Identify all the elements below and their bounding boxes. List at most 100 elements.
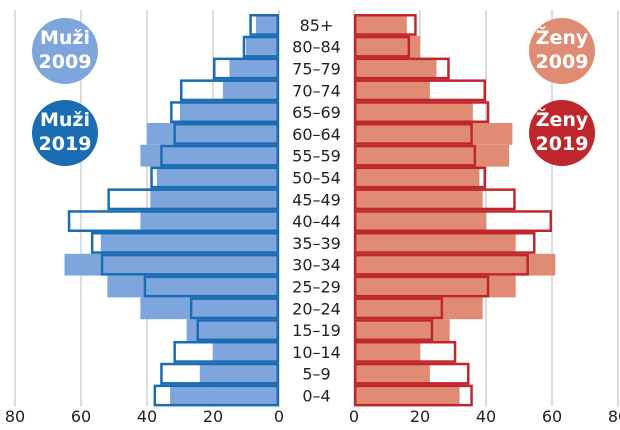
- bar--eny-2009-70-74: [354, 79, 430, 102]
- bar--eny-2009-5-9: [354, 362, 430, 385]
- bar--eny-2009-45-49: [354, 188, 483, 211]
- legend-badge-female-2019-label: Ženy: [536, 108, 589, 131]
- bar--eny-2009-10-14: [354, 341, 420, 363]
- legend-badge-female-2019-year: 2019: [536, 133, 589, 155]
- bar--eny-2019-30-34: [354, 253, 529, 276]
- bar-mu-i-2019-20-24: [189, 297, 279, 320]
- x-tick-label: 20: [203, 407, 223, 426]
- bar-mu-i-2019-65-69: [170, 101, 280, 123]
- bar--eny-2019-60-64: [354, 123, 473, 145]
- bar-mu-i-2009-25-29: [107, 275, 280, 298]
- bar--eny-2009-0-4: [354, 384, 460, 407]
- legend-badge-female-2009: Ženy 2009: [529, 18, 595, 84]
- legend-badge-male-2009-label: Muži: [40, 27, 90, 49]
- legend-badge-female-2009-label: Ženy: [536, 26, 589, 49]
- legend-badge-female-2019-circle: [529, 100, 595, 166]
- legend-badge-female-2009-year: 2009: [536, 51, 589, 73]
- age-label: 80–84: [292, 38, 341, 57]
- bar-mu-i-2009-35-39: [100, 232, 279, 254]
- bar-mu-i-2009-60-64: [147, 123, 279, 145]
- legend-badge-female-2019: Ženy 2019: [529, 100, 595, 166]
- x-tick-label: 60: [71, 407, 91, 426]
- bar--eny-2019-20-24: [354, 297, 444, 320]
- legend-badge-male-2019: Muži 2019: [32, 100, 98, 166]
- bars: [64, 14, 556, 407]
- age-label: 10–14: [292, 343, 341, 362]
- legend-badge-male-2009-year: 2009: [39, 51, 92, 73]
- bar-mu-i-2019-80-84: [242, 35, 279, 58]
- bar--eny-2019-70-74: [354, 79, 486, 102]
- bar--eny-2009-30-34: [354, 253, 556, 276]
- bar-mu-i-2019-15-19: [196, 319, 279, 342]
- bar--eny-2009-25-29: [354, 275, 516, 298]
- age-label: 55–59: [292, 147, 341, 166]
- bar-mu-i-2019-40-44: [67, 210, 279, 232]
- age-label: 75–79: [292, 60, 341, 79]
- bar--eny-2009-40-44: [354, 210, 486, 232]
- legend-badge-male-2009-circle: [32, 18, 98, 84]
- age-label: 40–44: [292, 212, 341, 231]
- legend-badge-female-2009-circle: [529, 18, 595, 84]
- bar--eny-2009-20-24: [354, 297, 483, 320]
- bar--eny-2019-85plus: [354, 14, 417, 36]
- x-tick-label: 40: [137, 407, 157, 426]
- bar-mu-i-2009-5-9: [199, 362, 279, 385]
- bar-mu-i-2009-85plus: [255, 14, 279, 36]
- legend-badge-male-2019-label: Muži: [40, 109, 90, 131]
- age-label: 45–49: [292, 190, 341, 209]
- x-tick-label: 80: [5, 407, 25, 426]
- bar-mu-i-2019-45-49: [107, 188, 280, 211]
- x-tick-label: 20: [410, 407, 430, 426]
- bar-mu-i-2009-10-14: [213, 341, 279, 363]
- bar-mu-i-2009-55-59: [140, 144, 279, 167]
- bar-mu-i-2019-50-54: [150, 166, 279, 189]
- bar--eny-2019-80-84: [354, 35, 411, 58]
- bar-mu-i-2019-5-9: [160, 362, 279, 385]
- bar--eny-2009-85plus: [354, 14, 407, 36]
- bar--eny-2019-40-44: [354, 210, 552, 232]
- x-tick-label: 0: [349, 407, 359, 426]
- bar-mu-i-2009-65-69: [180, 101, 279, 123]
- bar-mu-i-2019-10-14: [173, 341, 279, 363]
- bar-mu-i-2019-0-4: [153, 384, 280, 407]
- age-label: 20–24: [292, 299, 341, 318]
- age-label: 70–74: [292, 81, 341, 100]
- bar-mu-i-2009-30-34: [64, 253, 279, 276]
- bar--eny-2009-15-19: [354, 319, 450, 341]
- x-axis-ticks: 80 60 40 20 0 0 20 40 60 80: [5, 407, 620, 426]
- bar-mu-i-2009-50-54: [156, 166, 279, 189]
- age-label: 0–4: [302, 387, 330, 406]
- age-label: 30–34: [292, 256, 341, 275]
- bar-mu-i-2019-25-29: [143, 275, 279, 298]
- bar--eny-2019-65-69: [354, 101, 490, 123]
- bar--eny-2019-10-14: [354, 341, 457, 363]
- bar--eny-2019-15-19: [354, 319, 434, 342]
- bar-mu-i-2019-70-74: [180, 79, 279, 102]
- bar--eny-2019-25-29: [354, 275, 490, 298]
- x-tick-label: 80: [608, 407, 620, 426]
- bar-mu-i-2019-55-59: [160, 144, 279, 167]
- bar-mu-i-2009-45-49: [150, 188, 279, 211]
- bar--eny-2019-55-59: [354, 144, 477, 167]
- legend-badge-male-2019-year: 2019: [39, 133, 92, 155]
- bar--eny-2009-55-59: [354, 144, 510, 167]
- x-tick-label: 0: [274, 407, 284, 426]
- age-label: 5–9: [302, 365, 330, 384]
- bar-mu-i-2009-80-84: [246, 35, 279, 58]
- bar-mu-i-2019-75-79: [213, 57, 279, 80]
- bar-mu-i-2009-75-79: [229, 57, 279, 80]
- bar--eny-2019-50-54: [354, 166, 486, 189]
- bar--eny-2009-75-79: [354, 57, 437, 80]
- bar--eny-2019-45-49: [354, 188, 516, 211]
- x-tick-label: 40: [476, 407, 496, 426]
- legend-badge-male-2009: Muži 2009: [32, 18, 98, 84]
- bar--eny-2009-80-84: [354, 35, 420, 58]
- bar-mu-i-2019-85plus: [249, 14, 280, 36]
- bar--eny-2009-35-39: [354, 232, 516, 254]
- bar-mu-i-2009-70-74: [222, 79, 279, 102]
- bar--eny-2019-0-4: [354, 384, 473, 407]
- bar--eny-2009-60-64: [354, 123, 513, 145]
- x-tick-label: 60: [542, 407, 562, 426]
- bar-mu-i-2019-35-39: [90, 232, 280, 254]
